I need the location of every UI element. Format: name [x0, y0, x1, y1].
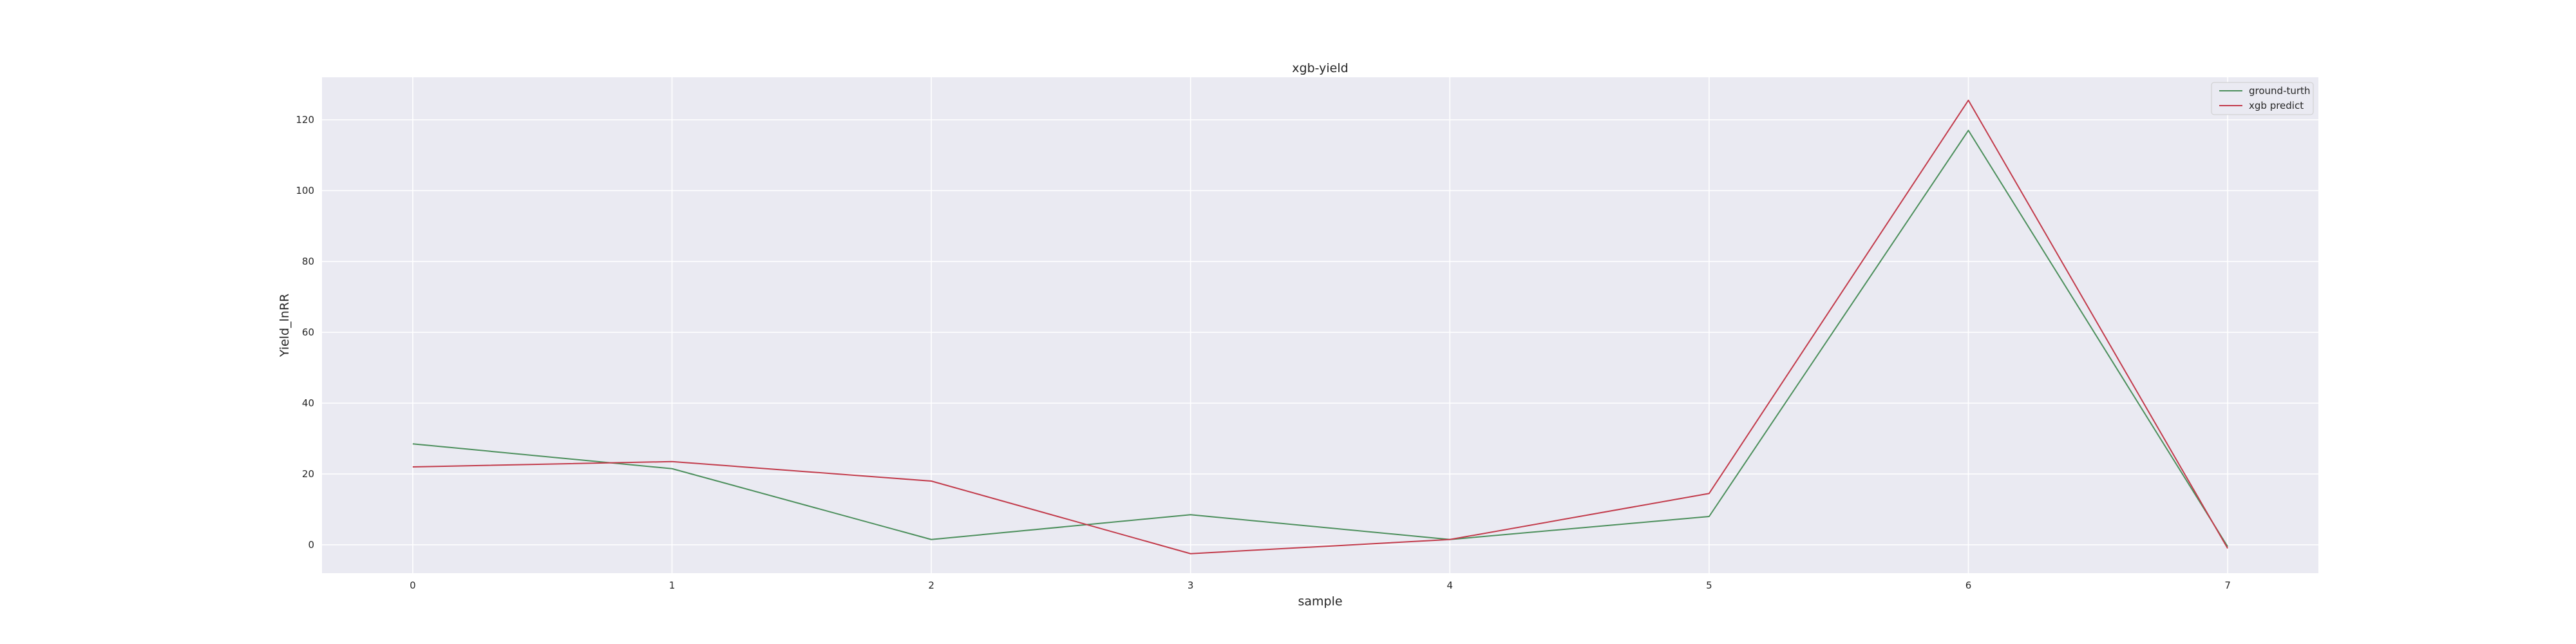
x-tick-label: 5: [1706, 580, 1712, 591]
plot-area: [322, 77, 2318, 573]
x-tick-labels: 0 1 2 3 4 5 6 7: [410, 580, 2231, 591]
chart-title: xgb-yield: [1292, 61, 1348, 75]
y-tick-label: 0: [308, 539, 314, 551]
series-layer: [412, 99, 2228, 554]
x-tick-label: 1: [669, 580, 676, 591]
y-tick-label: 100: [296, 185, 314, 196]
x-tick-label: 3: [1188, 580, 1194, 591]
y-tick-label: 60: [302, 327, 314, 338]
x-tick-label: 7: [2224, 580, 2231, 591]
legend: ground-turth xgb predict: [2211, 82, 2314, 115]
x-axis-label: sample: [1298, 594, 1342, 609]
y-tick-labels: 0 20 40 60 80 100 120: [296, 114, 314, 551]
y-tick-label: 40: [302, 397, 314, 409]
legend-label-ground-turth: ground-turth: [2249, 85, 2310, 97]
x-tick-label: 6: [1965, 580, 1972, 591]
x-tick-label: 2: [928, 580, 934, 591]
vertical-gridlines: [412, 77, 2228, 573]
horizontal-gridlines: [322, 119, 2318, 545]
series-line-xgb-predict: [412, 99, 2228, 554]
y-tick-label: 20: [302, 468, 314, 480]
legend-label-xgb-predict: xgb predict: [2249, 100, 2304, 111]
x-tick-label: 0: [410, 580, 416, 591]
y-axis-label: Yield_lnRR: [278, 294, 292, 357]
y-tick-label: 80: [302, 256, 314, 267]
y-tick-label: 120: [296, 114, 314, 126]
series-line-ground-turth: [412, 129, 2228, 547]
x-tick-label: 4: [1447, 580, 1454, 591]
